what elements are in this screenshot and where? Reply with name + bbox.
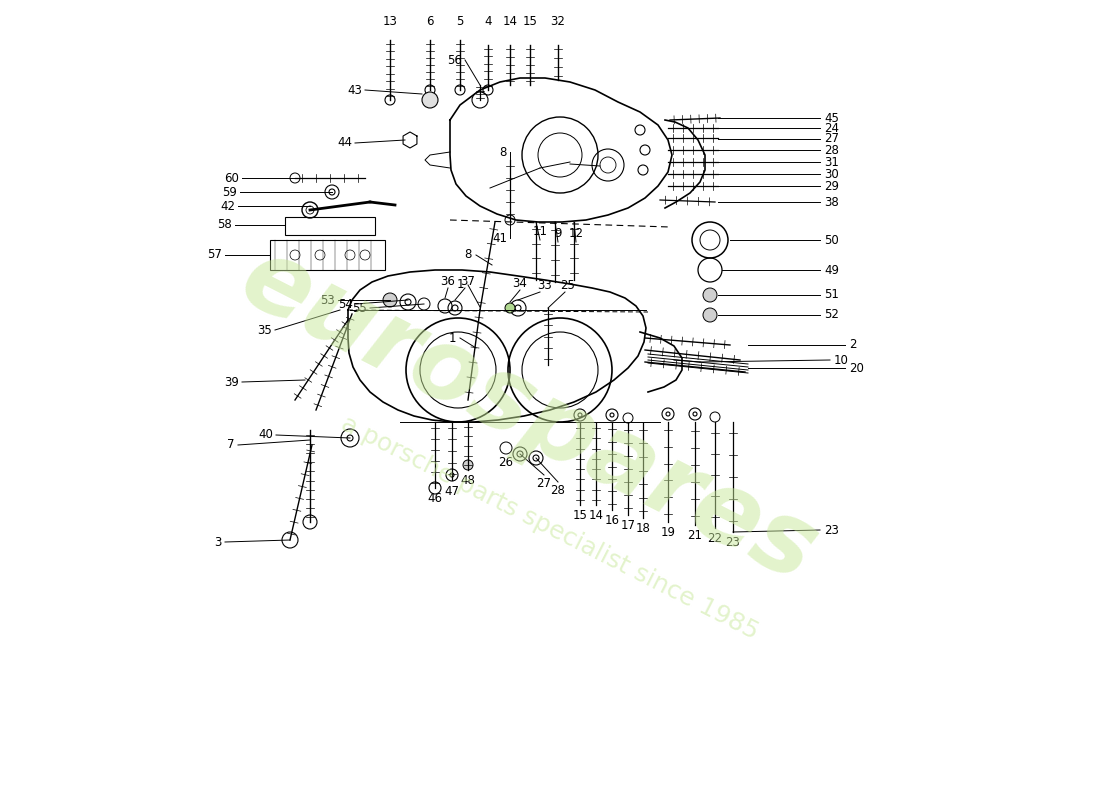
Text: 15: 15 [573,509,587,522]
Circle shape [483,85,493,95]
Text: a porsche parts specialist since 1985: a porsche parts specialist since 1985 [338,412,762,644]
Text: 52: 52 [824,309,839,322]
Text: 10: 10 [834,354,849,366]
Text: 6: 6 [427,15,433,28]
Text: 11: 11 [532,225,548,238]
Text: 46: 46 [428,492,442,505]
Text: 44: 44 [337,137,352,150]
Text: 34: 34 [513,277,527,290]
Text: 43: 43 [348,83,362,97]
Circle shape [505,215,515,225]
Text: 1: 1 [449,331,456,345]
Bar [285,217,375,235]
Text: 33: 33 [538,279,552,292]
Text: 5: 5 [456,15,464,28]
Text: 50: 50 [824,234,838,246]
Text: 27: 27 [824,133,839,146]
Text: 4: 4 [484,15,492,28]
Text: 40: 40 [258,429,273,442]
Text: 2: 2 [849,338,857,351]
Text: 54: 54 [338,298,353,310]
Text: 36: 36 [441,275,455,288]
Text: 38: 38 [824,195,838,209]
Circle shape [385,95,395,105]
Text: 56: 56 [447,54,462,66]
Text: 20: 20 [849,362,864,374]
Text: 60: 60 [224,171,239,185]
Text: 8: 8 [499,146,507,158]
Text: 31: 31 [824,155,839,169]
Text: 48: 48 [461,474,475,487]
Text: 3: 3 [214,535,222,549]
Text: 17: 17 [620,519,636,532]
Text: 53: 53 [320,294,336,306]
Text: 32: 32 [551,15,565,28]
Circle shape [306,206,313,214]
Text: 23: 23 [824,523,839,537]
Text: 27: 27 [537,477,551,490]
Bar [270,240,385,270]
Text: 15: 15 [522,15,538,28]
Text: 55: 55 [352,302,367,314]
Text: 42: 42 [220,199,235,213]
Text: 51: 51 [824,289,839,302]
Circle shape [455,85,465,95]
Text: 8: 8 [464,249,472,262]
Circle shape [302,515,317,529]
Text: 1: 1 [456,278,464,291]
Text: 29: 29 [824,179,839,193]
Text: 22: 22 [707,532,723,545]
Text: 25: 25 [561,279,575,292]
Text: 9: 9 [554,227,562,240]
Text: 37: 37 [461,275,475,288]
Text: 59: 59 [222,186,236,198]
Circle shape [425,85,435,95]
Text: 14: 14 [503,15,517,28]
Text: 21: 21 [688,529,703,542]
Circle shape [282,532,298,548]
Circle shape [505,303,515,313]
Text: 49: 49 [824,263,839,277]
Text: eurospares: eurospares [224,229,832,603]
Text: 39: 39 [224,375,239,389]
Circle shape [463,460,473,470]
Circle shape [703,288,717,302]
Circle shape [429,482,441,494]
Text: 23: 23 [726,536,740,549]
Text: 30: 30 [824,167,838,181]
Text: 26: 26 [498,456,514,469]
Text: 24: 24 [824,122,839,134]
Text: 19: 19 [660,526,675,539]
Text: 41: 41 [492,231,507,245]
Text: 13: 13 [383,15,397,28]
Text: 14: 14 [588,509,604,522]
Text: 18: 18 [636,522,650,535]
Text: 28: 28 [551,484,565,497]
Text: 28: 28 [824,143,839,157]
Circle shape [422,92,438,108]
Circle shape [290,173,300,183]
Text: 12: 12 [569,227,583,240]
Text: 16: 16 [605,514,619,527]
Text: 7: 7 [228,438,235,451]
Text: 57: 57 [207,249,222,262]
Text: 58: 58 [218,218,232,231]
Circle shape [383,293,397,307]
Text: 47: 47 [444,485,460,498]
Circle shape [703,308,717,322]
Text: 45: 45 [824,111,839,125]
Text: 35: 35 [257,323,272,337]
